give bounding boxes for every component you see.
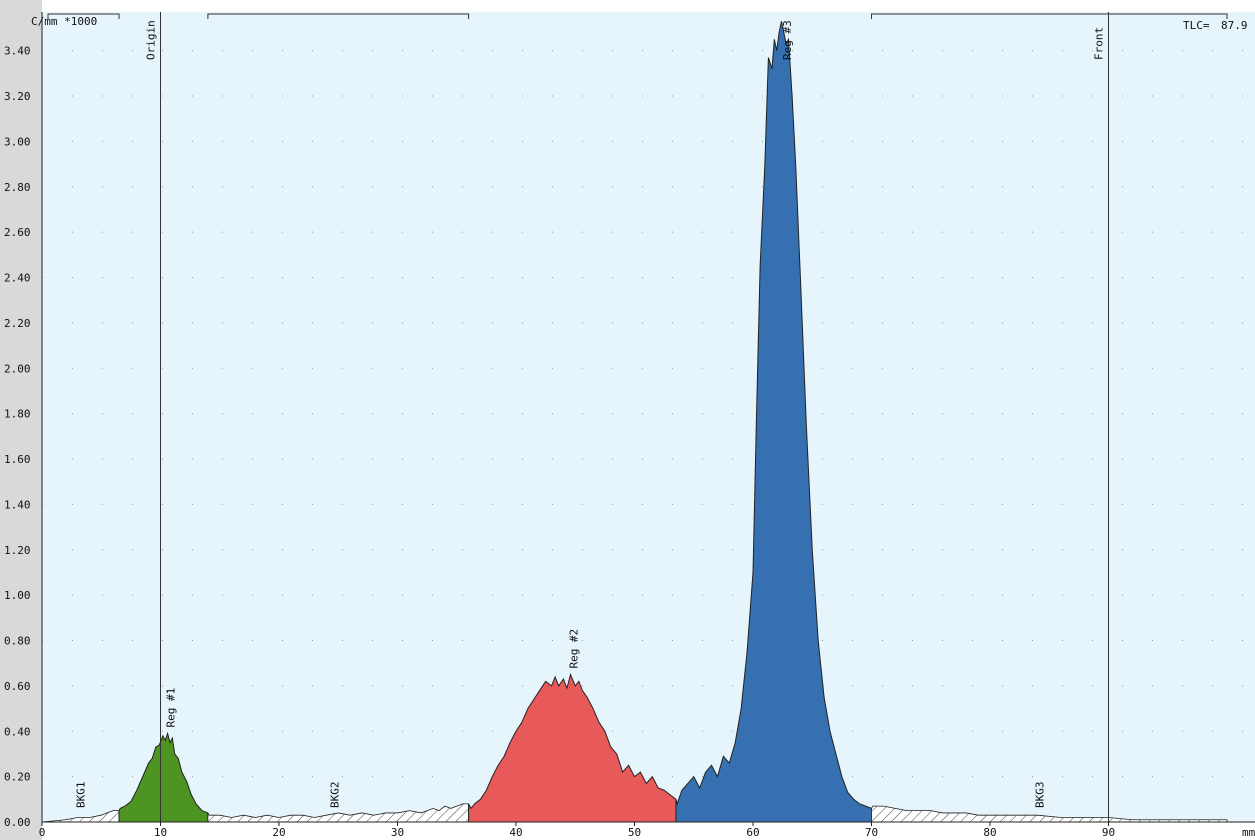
tlc-value: 87.9 xyxy=(1221,19,1248,32)
y-tick-label: 2.20 xyxy=(4,317,31,330)
y-tick-label: 3.00 xyxy=(4,135,31,148)
x-tick-label: 10 xyxy=(154,826,167,839)
y-tick-label: 0.40 xyxy=(4,725,31,738)
y-axis-label: C/mm *1000 xyxy=(31,15,97,28)
y-tick-label: 0.60 xyxy=(4,680,31,693)
x-tick-label: 60 xyxy=(746,826,759,839)
x-tick-label: 30 xyxy=(391,826,404,839)
y-tick-label: 3.20 xyxy=(4,90,31,103)
region-label: BKG1 xyxy=(75,782,88,809)
region-label: Reg #1 xyxy=(165,688,178,728)
marker-label-front: Front xyxy=(1093,27,1106,60)
x-tick-label: 0 xyxy=(39,826,46,839)
region-bracket xyxy=(207,13,470,19)
peak-area-reg2 xyxy=(468,672,677,823)
x-tick-label: 70 xyxy=(865,826,878,839)
series-areas xyxy=(41,21,1228,823)
region-labels: BKG1 Reg #1 BKG2 Reg #2 Reg #3 BKG3 xyxy=(75,20,1047,808)
region-bracket xyxy=(47,13,120,19)
left-margin xyxy=(0,0,42,840)
y-tick-label: 2.40 xyxy=(4,272,31,285)
region-bracket xyxy=(871,13,1228,19)
tlc-label: TLC= xyxy=(1183,19,1210,32)
y-tick-label: 1.60 xyxy=(4,453,31,466)
region-label: Reg #3 xyxy=(781,20,794,60)
y-tick-label: 1.40 xyxy=(4,498,31,511)
y-tick-label: 1.20 xyxy=(4,544,31,557)
markers: Origin Front xyxy=(145,12,1109,822)
x-tick-label: 80 xyxy=(983,826,996,839)
x-tick-label: mm xyxy=(1242,826,1255,839)
x-tick-label: 50 xyxy=(628,826,641,839)
axes xyxy=(41,12,1255,823)
background-area xyxy=(207,803,469,823)
y-tick-label: 0.20 xyxy=(4,771,31,784)
y-tick-label: 2.60 xyxy=(4,226,31,239)
peak-area-reg1 xyxy=(118,731,209,823)
region-label: BKG2 xyxy=(328,782,341,809)
y-tick-label: 1.80 xyxy=(4,408,31,421)
x-tick-label: 90 xyxy=(1102,826,1115,839)
tick-labels: 0.00 0.20 0.40 0.60 0.80 1.00 1.20 1.40 1.60 1.80… xyxy=(4,45,1255,839)
x-tick-label: 40 xyxy=(509,826,522,839)
region-label: Reg #2 xyxy=(568,629,581,669)
y-tick-label: 3.40 xyxy=(4,45,31,58)
y-tick-label: 0.80 xyxy=(4,635,31,648)
region-label: BKG3 xyxy=(1033,782,1046,809)
y-tick-label: 0.00 xyxy=(4,816,31,829)
x-tick-label: 20 xyxy=(272,826,285,839)
y-tick-label: 1.00 xyxy=(4,589,31,602)
background-area xyxy=(871,805,1228,823)
y-tick-label: 2.00 xyxy=(4,362,31,375)
y-tick-label: 2.80 xyxy=(4,181,31,194)
marker-label-origin: Origin xyxy=(145,20,158,60)
peak-area-reg3 xyxy=(675,21,872,823)
region-brackets xyxy=(47,13,1228,19)
plot-area xyxy=(42,12,1255,822)
